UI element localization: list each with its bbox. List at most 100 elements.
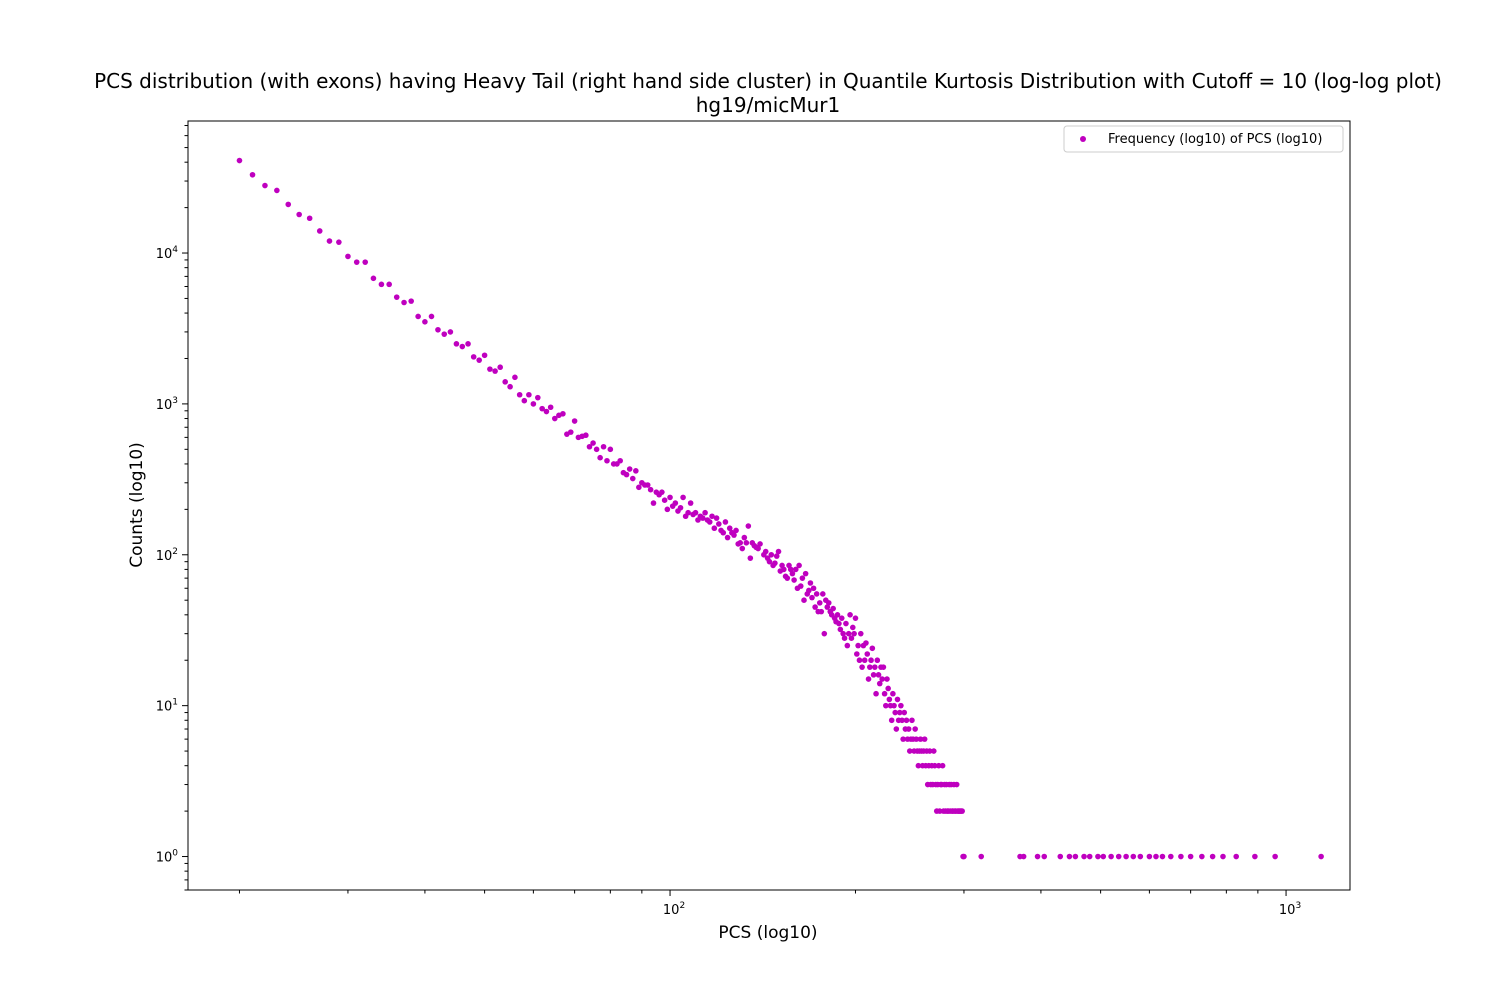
data-point: [888, 717, 895, 724]
data-point: [1199, 853, 1205, 860]
data-point: [687, 500, 694, 506]
data-point: [837, 626, 844, 633]
data-point: [847, 612, 853, 618]
data-point: [855, 642, 861, 649]
data-point: [843, 620, 849, 627]
data-point: [1318, 853, 1324, 860]
data-point: [644, 482, 651, 488]
data-point: [422, 319, 428, 325]
data-point: [1159, 853, 1166, 860]
data-point: [285, 201, 292, 208]
data-point: [590, 440, 596, 446]
data-point: [854, 651, 860, 657]
data-point: [626, 466, 633, 472]
data-point: [726, 525, 733, 532]
data-point: [757, 541, 763, 547]
y-tick-label: 100: [156, 849, 179, 866]
data-point: [816, 600, 823, 606]
data-point: [784, 575, 791, 581]
data-point: [236, 157, 243, 164]
data-point: [836, 620, 842, 627]
data-point: [672, 500, 679, 506]
data-point: [560, 410, 566, 417]
data-point: [903, 717, 910, 724]
data-point: [316, 228, 323, 234]
data-point: [428, 313, 435, 320]
data-point: [600, 443, 607, 450]
plot-frame: [187, 120, 1351, 891]
data-point: [633, 468, 639, 474]
data-point: [1081, 853, 1087, 860]
data-point: [821, 630, 828, 637]
data-point: [711, 525, 718, 532]
data-point: [722, 519, 729, 525]
data-point: [891, 702, 897, 709]
data-point: [713, 515, 720, 521]
data-point: [535, 394, 541, 401]
data-point: [593, 446, 600, 453]
data-point: [1220, 853, 1226, 860]
data-point: [1034, 853, 1041, 860]
data-point: [810, 585, 817, 592]
data-point: [274, 187, 280, 194]
x-tick-label: 102: [663, 901, 685, 918]
x-axis-label: PCS (log10): [718, 923, 817, 943]
data-point: [370, 275, 377, 282]
data-point: [806, 587, 812, 594]
data-point: [898, 702, 904, 709]
data-point: [896, 709, 903, 716]
data-point: [921, 736, 928, 742]
data-point: [720, 529, 727, 536]
data-point: [459, 343, 466, 350]
data-point: [441, 331, 448, 337]
data-point: [249, 171, 256, 178]
data-point: [1057, 853, 1064, 860]
data-point: [386, 281, 392, 288]
data-point: [539, 405, 545, 412]
data-point: [393, 294, 400, 300]
data-point: [861, 657, 868, 664]
data-point: [801, 597, 807, 603]
data-point: [521, 397, 528, 404]
data-point: [869, 645, 876, 652]
y-tick-label: 101: [156, 698, 178, 715]
data-point: [840, 630, 846, 637]
data-point: [845, 630, 852, 637]
data-point: [781, 566, 787, 573]
data-point: [661, 497, 668, 504]
data-point: [543, 408, 550, 415]
data-point: [900, 736, 906, 742]
data-point: [1041, 853, 1048, 860]
data-point: [838, 615, 845, 621]
data-point: [953, 781, 960, 788]
data-point: [583, 432, 589, 439]
data-point: [408, 298, 414, 304]
data-point: [296, 211, 302, 218]
data-point: [487, 366, 493, 372]
data-point: [659, 489, 665, 495]
legend: Frequency (log10) of PCS (log10): [1063, 125, 1344, 153]
data-point: [597, 454, 603, 461]
data-point: [262, 182, 268, 189]
data-point: [935, 762, 942, 769]
data-point: [685, 509, 691, 516]
data-point: [762, 548, 769, 555]
legend-label: Frequency (log10) of PCS (log10): [1108, 132, 1322, 147]
data-point: [667, 494, 673, 501]
data-point: [852, 615, 859, 621]
data-point: [820, 591, 826, 597]
data-point: [807, 580, 814, 586]
data-point: [326, 238, 333, 244]
data-point: [378, 281, 385, 288]
data-point: [873, 690, 879, 697]
data-point: [848, 635, 855, 641]
data-point: [623, 471, 630, 478]
data-point: [959, 808, 965, 814]
data-point: [737, 540, 744, 546]
data-point: [1252, 853, 1258, 860]
data-point: [1272, 853, 1278, 860]
data-point: [507, 383, 513, 390]
data-point: [567, 429, 574, 435]
